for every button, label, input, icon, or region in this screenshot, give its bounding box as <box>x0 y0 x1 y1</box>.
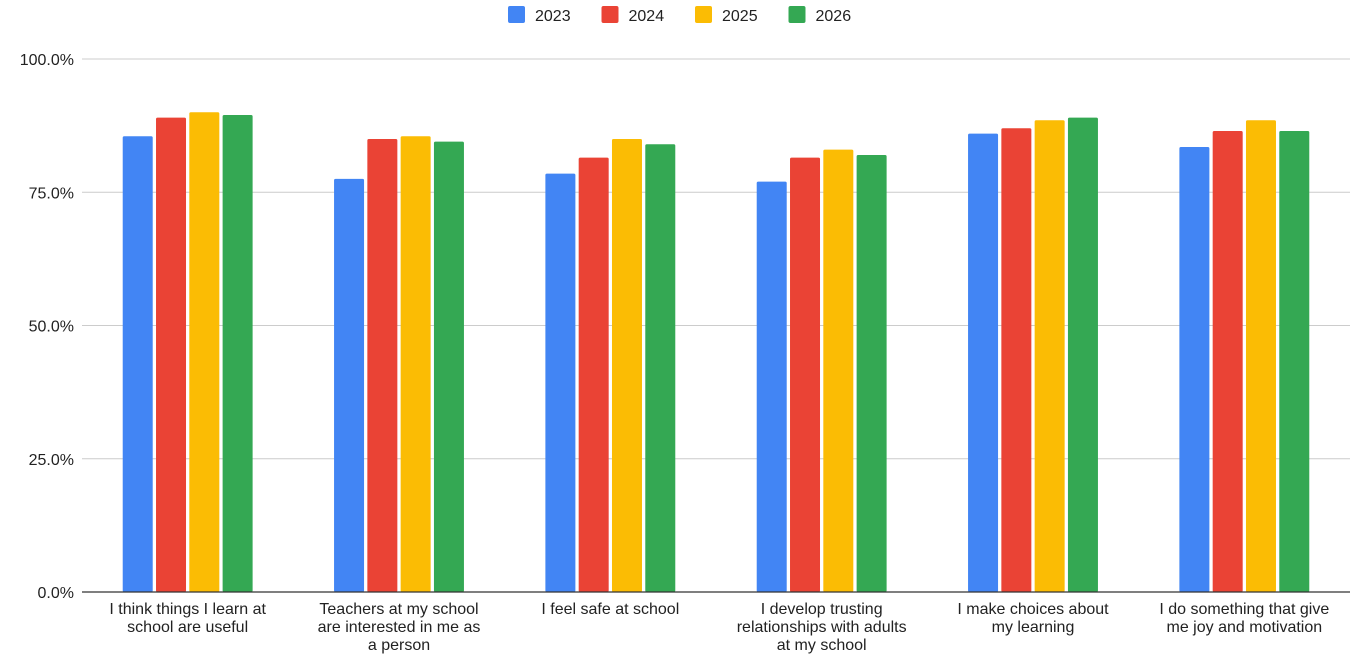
y-axis-tick-labels: 0.0% 25.0% 50.0% 75.0% 100.0% <box>20 52 74 602</box>
bar-2024 <box>790 157 821 593</box>
legend-swatch-2025 <box>695 6 712 23</box>
bar-2026 <box>856 154 887 592</box>
bar-2026 <box>222 114 253 592</box>
legend-label: 2026 <box>816 8 852 25</box>
x-category-label: I make choices about my learning <box>957 601 1109 636</box>
bar-2023 <box>756 181 787 592</box>
legend-label: 2025 <box>722 8 758 25</box>
bar-2024 <box>1212 130 1243 592</box>
gridlines <box>82 58 1350 460</box>
legend-label: 2023 <box>535 8 571 25</box>
bar-2025 <box>189 112 220 593</box>
y-tick-label: 50.0% <box>29 319 74 336</box>
bar-2026 <box>433 141 464 593</box>
bars <box>122 112 1310 593</box>
legend: 2023 2024 2025 2026 <box>508 6 851 25</box>
bar-2025 <box>823 149 854 593</box>
bar-2024 <box>578 157 609 593</box>
bar-2025 <box>611 138 642 592</box>
bar-2024 <box>1001 128 1032 593</box>
legend-swatch-2026 <box>788 6 806 23</box>
x-category-label: Teachers at my school are interested in m… <box>318 601 481 654</box>
y-tick-label: 100.0% <box>20 52 74 69</box>
x-category-label: I feel safe at school <box>541 601 679 618</box>
bar-2025 <box>400 136 431 592</box>
y-tick-label: 25.0% <box>29 452 74 469</box>
y-tick-label: 0.0% <box>38 585 74 602</box>
x-category-label: I do something that give me joy and motiv… <box>1159 601 1329 636</box>
bar-2023 <box>334 178 365 593</box>
legend-label: 2024 <box>629 8 665 25</box>
bar-2026 <box>1067 117 1098 592</box>
legend-swatch-2024 <box>601 6 619 23</box>
x-category-label: I develop trusting relationships with adu… <box>737 601 907 654</box>
legend-swatch-2023 <box>508 6 525 23</box>
bar-2023 <box>122 136 153 592</box>
bar-2026 <box>1279 130 1310 592</box>
y-tick-label: 75.0% <box>29 185 74 202</box>
bar-2025 <box>1034 120 1065 593</box>
bar-2023 <box>1179 146 1210 592</box>
x-axis-category-labels: I think things I learn at school are usef… <box>109 601 1329 654</box>
x-category-label: I think things I learn at school are usef… <box>109 601 266 636</box>
bar-2025 <box>1245 120 1276 593</box>
bar-2023 <box>968 133 999 592</box>
bar-2026 <box>645 144 676 592</box>
bar-2024 <box>156 117 187 592</box>
bar-2023 <box>545 173 576 592</box>
bar-2024 <box>367 138 398 592</box>
